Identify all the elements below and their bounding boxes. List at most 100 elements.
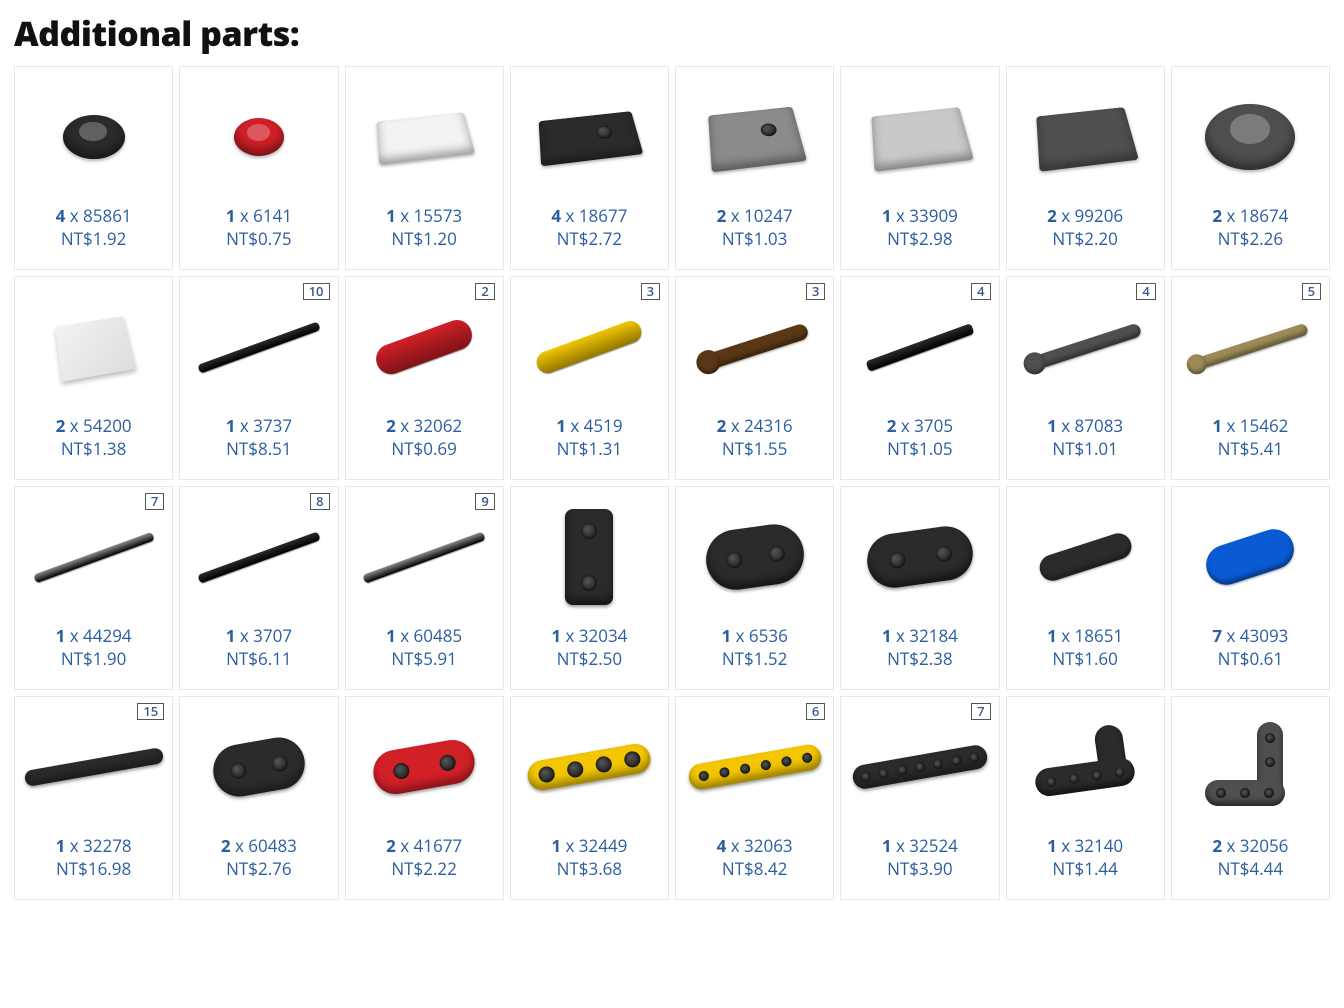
part-id: 33909 — [909, 204, 958, 227]
part-label[interactable]: 1 x 6141NT$0.75 — [226, 205, 292, 251]
part-image — [700, 322, 810, 371]
part-label[interactable]: 1 x 4519NT$1.31 — [556, 415, 622, 461]
part-qty: 2 — [221, 834, 231, 857]
part-qty: 1 — [226, 624, 236, 647]
part-label[interactable]: 2 x 32062NT$0.69 — [386, 415, 462, 461]
part-cell[interactable]: 1 x 32140NT$1.44 — [1006, 696, 1165, 900]
part-qty: 1 — [56, 834, 66, 857]
part-cell[interactable]: 71 x 32524NT$3.90 — [840, 696, 999, 900]
part-price: NT$3.68 — [551, 858, 627, 881]
part-image — [377, 112, 475, 165]
part-price: NT$2.76 — [221, 858, 297, 881]
part-cell[interactable]: 32 x 24316NT$1.55 — [675, 276, 834, 480]
part-cell[interactable]: 4 x 18677NT$2.72 — [510, 66, 669, 270]
part-label[interactable]: 1 x 32524NT$3.90 — [882, 835, 958, 881]
part-cell[interactable]: 15 1 x 32278NT$16.98 — [14, 696, 173, 900]
part-label[interactable]: 2 x 32056NT$4.44 — [1212, 835, 1288, 881]
part-label[interactable]: 1 x 3707NT$6.11 — [226, 625, 292, 671]
part-id: 32056 — [1240, 834, 1289, 857]
part-label[interactable]: 2 x 60483NT$2.76 — [221, 835, 297, 881]
part-price: NT$1.55 — [717, 438, 793, 461]
part-price: NT$2.20 — [1047, 228, 1123, 251]
part-qty: 1 — [1047, 414, 1057, 437]
part-cell[interactable]: 1 x 6141NT$0.75 — [179, 66, 338, 270]
part-id: 32063 — [744, 834, 793, 857]
part-label[interactable]: 7 x 43093NT$0.61 — [1212, 625, 1288, 671]
part-id: 32524 — [909, 834, 958, 857]
part-cell[interactable]: 7 x 43093NT$0.61 — [1171, 486, 1330, 690]
part-label[interactable]: 2 x 54200NT$1.38 — [56, 415, 132, 461]
part-label[interactable]: 2 x 10247NT$1.03 — [717, 205, 793, 251]
part-cell[interactable]: 2 x 32056NT$4.44 — [1171, 696, 1330, 900]
part-price: NT$1.03 — [717, 228, 793, 251]
part-cell[interactable]: 1 x 32184NT$2.38 — [840, 486, 999, 690]
part-label[interactable]: 1 x 15573NT$1.20 — [386, 205, 462, 251]
part-id: 18651 — [1075, 624, 1124, 647]
part-label[interactable]: 2 x 3705NT$1.05 — [887, 415, 953, 461]
part-cell[interactable]: 31 x 4519NT$1.31 — [510, 276, 669, 480]
part-cell[interactable]: 4 x 85861NT$1.92 — [14, 66, 173, 270]
part-price: NT$0.75 — [226, 228, 292, 251]
part-label[interactable]: 1 x 18651NT$1.60 — [1047, 625, 1123, 671]
part-label[interactable]: 1 x 44294NT$1.90 — [56, 625, 132, 671]
part-cell[interactable]: 42 x 3705NT$1.05 — [840, 276, 999, 480]
part-cell[interactable]: 2 x 18674NT$2.26 — [1171, 66, 1330, 270]
length-badge: 7 — [145, 493, 164, 510]
part-cell[interactable]: 2 x 54200NT$1.38 — [14, 276, 173, 480]
part-price: NT$8.51 — [226, 438, 292, 461]
part-label[interactable]: 1 x 3737NT$8.51 — [226, 415, 292, 461]
part-label[interactable]: 4 x 18677NT$2.72 — [551, 205, 627, 251]
part-label[interactable]: 1 x 32184NT$2.38 — [882, 625, 958, 671]
part-cell[interactable]: 1 x 18651NT$1.60 — [1006, 486, 1165, 690]
part-cell[interactable]: 101 x 3737NT$8.51 — [179, 276, 338, 480]
part-cell[interactable]: 1 x 32449NT$3.68 — [510, 696, 669, 900]
part-image — [851, 743, 989, 790]
part-label[interactable]: 1 x 6536NT$1.52 — [721, 625, 787, 671]
part-label[interactable]: 4 x 32063NT$8.42 — [717, 835, 793, 881]
part-cell[interactable]: 2 x 41677NT$2.22 — [345, 696, 504, 900]
part-label[interactable]: 1 x 15462NT$5.41 — [1212, 415, 1288, 461]
part-qty: 1 — [1047, 624, 1057, 647]
part-label[interactable]: 4 x 85861NT$1.92 — [56, 205, 132, 251]
part-cell[interactable]: 51 x 15462NT$5.41 — [1171, 276, 1330, 480]
part-qty: 2 — [386, 414, 396, 437]
part-cell[interactable]: 2 x 10247NT$1.03 — [675, 66, 834, 270]
part-price: NT$1.05 — [887, 438, 953, 461]
part-label[interactable]: 2 x 24316NT$1.55 — [717, 415, 793, 461]
part-id: 6536 — [749, 624, 788, 647]
part-label[interactable]: 1 x 32034NT$2.50 — [551, 625, 627, 671]
part-label[interactable]: 1 x 87083NT$1.01 — [1047, 415, 1123, 461]
length-badge: 15 — [137, 703, 164, 720]
part-label[interactable]: 1 x 32278NT$16.98 — [56, 835, 132, 881]
part-id: 32184 — [909, 624, 958, 647]
part-label[interactable]: 1 x 60485NT$5.91 — [386, 625, 462, 671]
part-label[interactable]: 1 x 32140NT$1.44 — [1047, 835, 1123, 881]
part-cell[interactable]: 9 1 x 60485NT$5.91 — [345, 486, 504, 690]
part-price: NT$2.38 — [882, 648, 958, 671]
part-cell[interactable]: 1 x 15573NT$1.20 — [345, 66, 504, 270]
part-label[interactable]: 1 x 32449NT$3.68 — [551, 835, 627, 881]
part-cell[interactable]: 1 x 6536NT$1.52 — [675, 486, 834, 690]
part-price: NT$0.61 — [1212, 648, 1288, 671]
length-badge: 9 — [475, 493, 494, 510]
part-qty: 2 — [1212, 204, 1222, 227]
part-image — [708, 107, 807, 173]
part-cell[interactable]: 7 1 x 44294NT$1.90 — [14, 486, 173, 690]
part-cell[interactable]: 2 x 99206NT$2.20 — [1006, 66, 1165, 270]
part-cell[interactable]: 64 x 32063NT$8.42 — [675, 696, 834, 900]
part-qty: 2 — [717, 414, 727, 437]
part-cell[interactable]: 81 x 3707NT$6.11 — [179, 486, 338, 690]
part-label[interactable]: 2 x 18674NT$2.26 — [1212, 205, 1288, 251]
part-id: 15462 — [1240, 414, 1289, 437]
part-label[interactable]: 1 x 33909NT$2.98 — [882, 205, 958, 251]
part-cell[interactable]: 41 x 87083NT$1.01 — [1006, 276, 1165, 480]
part-label[interactable]: 2 x 99206NT$2.20 — [1047, 205, 1123, 251]
part-cell[interactable]: 22 x 32062NT$0.69 — [345, 276, 504, 480]
part-cell[interactable]: 2 x 60483NT$2.76 — [179, 696, 338, 900]
part-cell[interactable]: 1 x 32034NT$2.50 — [510, 486, 669, 690]
part-price: NT$5.91 — [386, 648, 462, 671]
part-id: 60485 — [414, 624, 463, 647]
part-cell[interactable]: 1 x 33909NT$2.98 — [840, 66, 999, 270]
part-price: NT$2.22 — [386, 858, 462, 881]
part-label[interactable]: 2 x 41677NT$2.22 — [386, 835, 462, 881]
